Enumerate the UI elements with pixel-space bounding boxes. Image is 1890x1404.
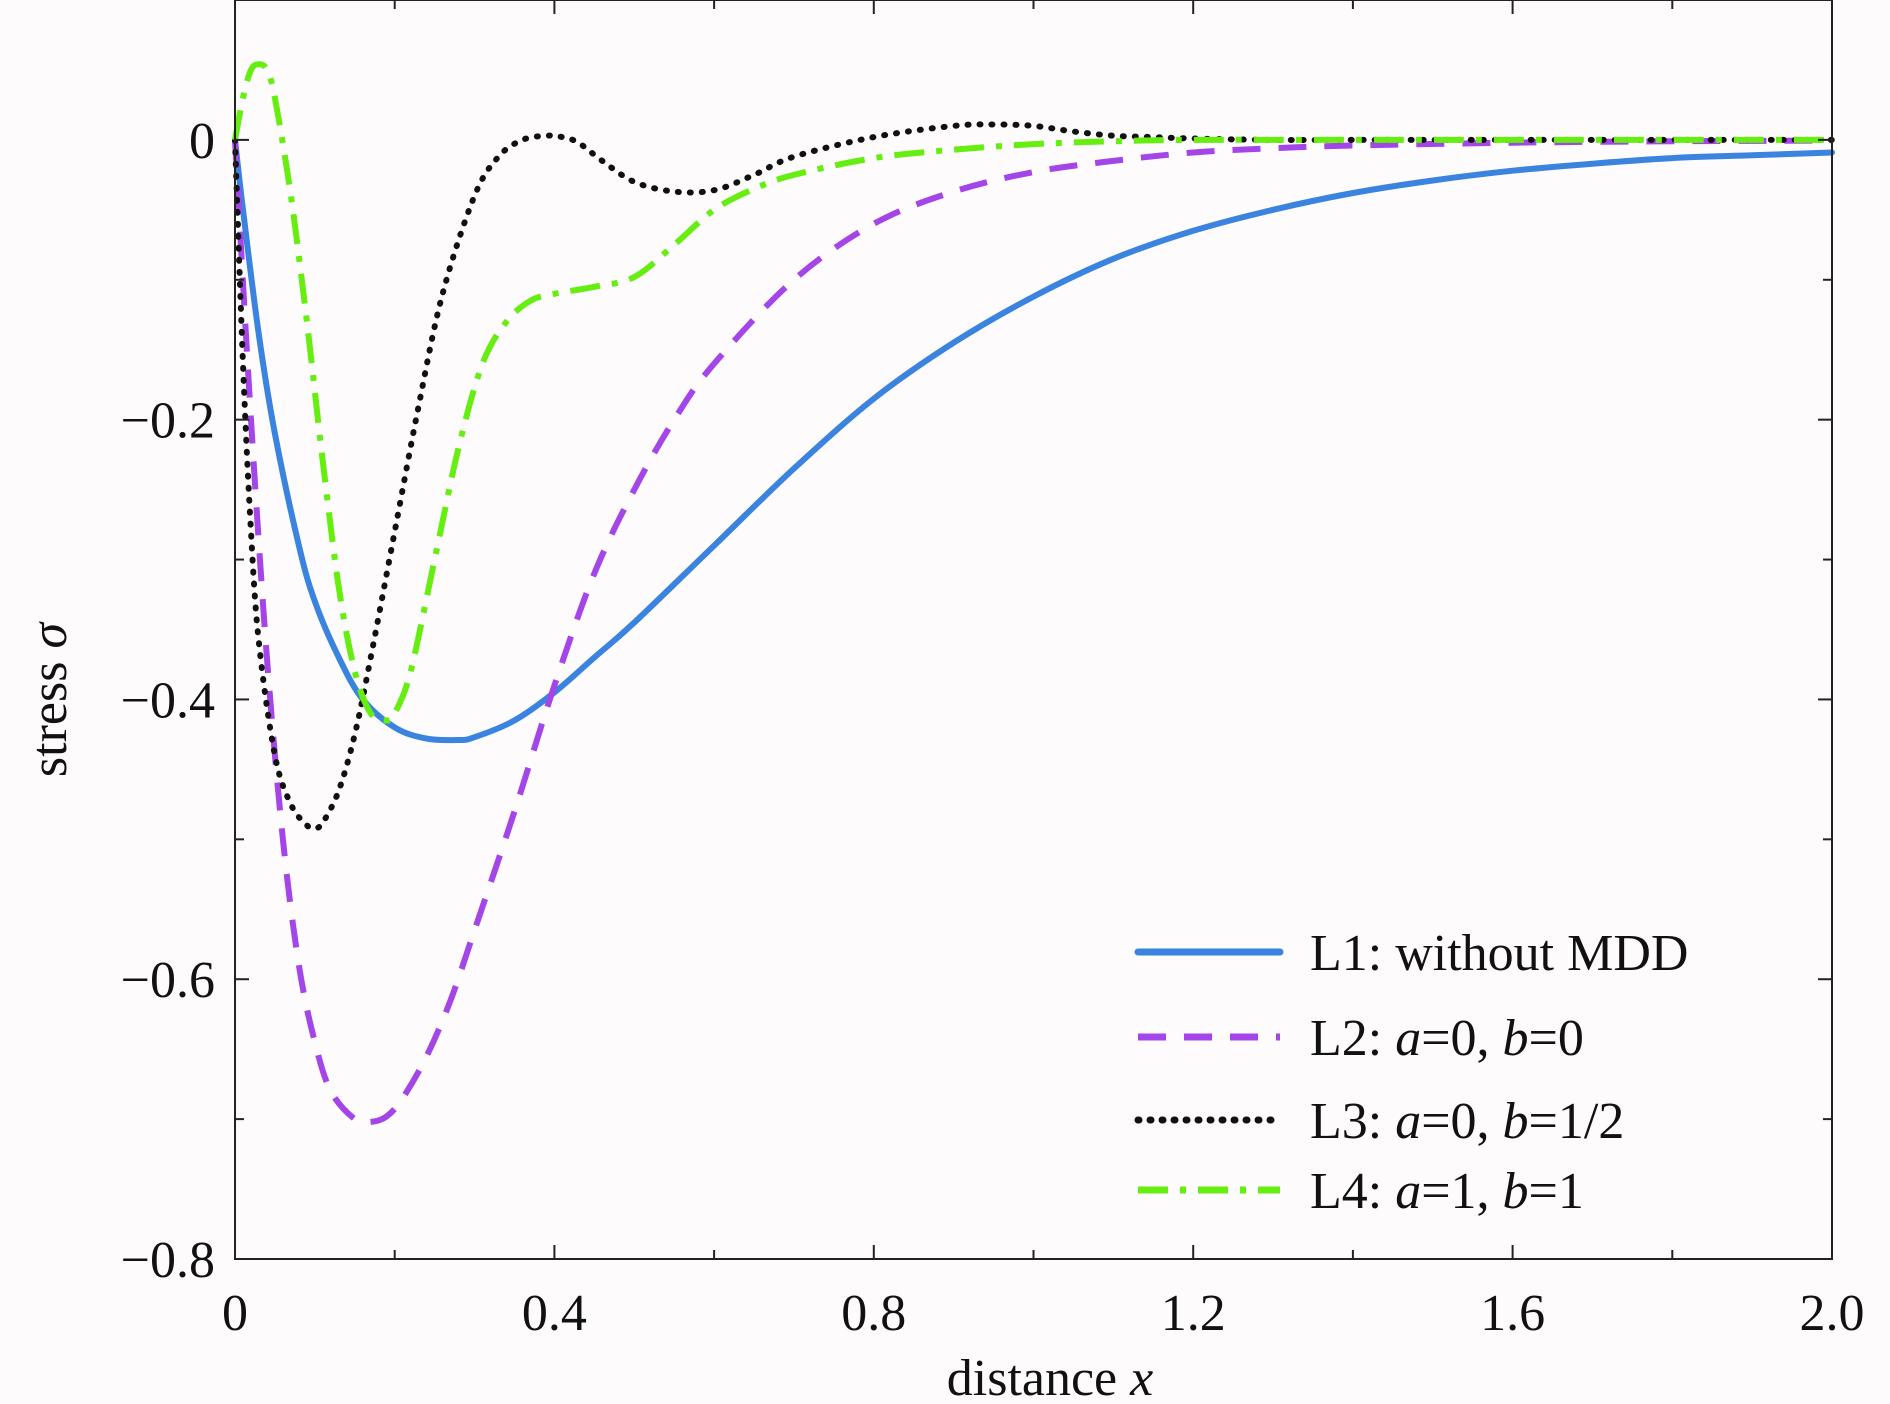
- y-tick-label: −0.8: [121, 1232, 215, 1289]
- y-tick-label: 0: [189, 113, 215, 170]
- series-line-l1: [232, 136, 1835, 744]
- legend-label-l3: L3: a=0, b=1/2: [1310, 1093, 1624, 1150]
- y-axis-label: stress σ: [21, 621, 78, 778]
- ticks-layer: 0 0.4 0.8 1.2 1.6 2.0 0 −0.2 −0.4 −0.6 −0.8: [121, 0, 1865, 1342]
- y-tick-label: −0.4: [121, 672, 215, 729]
- legend: L1: without MDD L2: a=0, b=0 L3: a=0, b=1/…: [1134, 925, 1688, 1220]
- series-line-l3: [232, 121, 1835, 832]
- x-tick-label: 1.2: [1161, 1285, 1226, 1342]
- legend-label-l4: L4: a=1, b=1: [1310, 1163, 1584, 1220]
- legend-label-l2: L2: a=0, b=0: [1310, 1010, 1584, 1067]
- series-line-l4: [232, 61, 1832, 724]
- y-tick-label: −0.2: [121, 393, 215, 450]
- series-layer: [232, 61, 1835, 1126]
- x-tick-label: 2.0: [1800, 1285, 1865, 1342]
- series-line-l2: [232, 137, 1833, 1126]
- x-tick-label: 1.6: [1480, 1285, 1545, 1342]
- x-axis-label: distance x: [947, 1350, 1153, 1399]
- x-tick-label: 0.4: [522, 1285, 587, 1342]
- legend-label-l1: L1: without MDD: [1310, 925, 1688, 982]
- x-tick-label: 0.8: [841, 1285, 906, 1342]
- y-tick-label: −0.6: [121, 952, 215, 1009]
- x-tick-label: 0: [222, 1285, 248, 1342]
